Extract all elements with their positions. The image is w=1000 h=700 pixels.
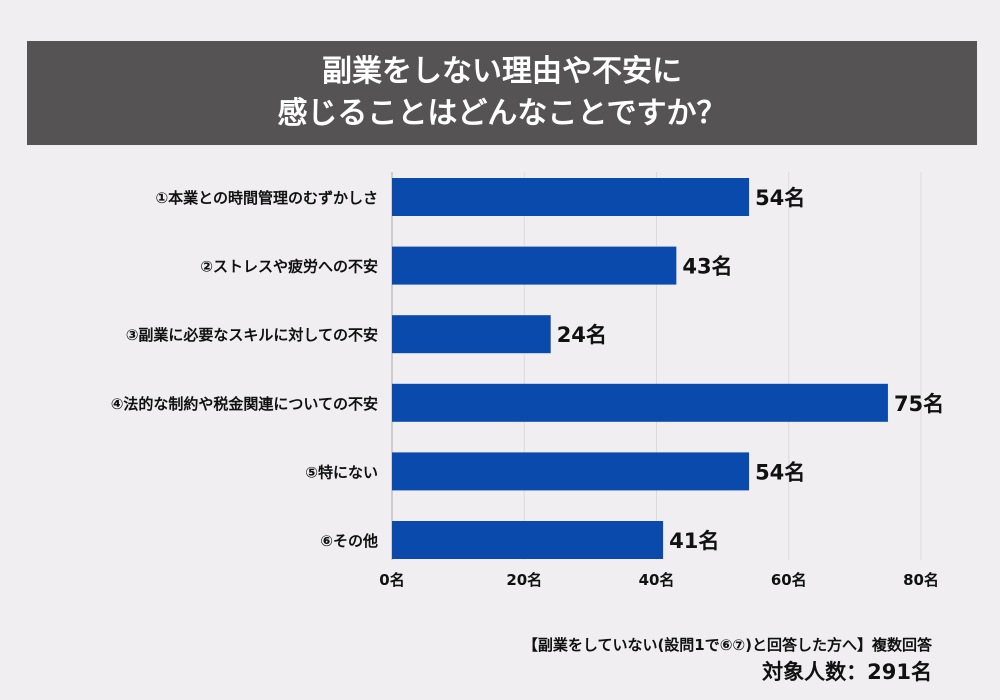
title-line-2: 感じることはどんなことですか？ (277, 96, 727, 131)
category-label: ②ストレスや疲労への不安 (200, 258, 378, 276)
category-label: ⑤特にない (305, 463, 378, 481)
x-tick-label: 80名 (903, 571, 939, 589)
bar (392, 315, 551, 354)
data-label: 75名 (894, 392, 944, 416)
data-label: 54名 (755, 186, 805, 210)
bar (392, 452, 750, 491)
category-label: ④法的な制約や税金関連についての不安 (111, 395, 378, 413)
category-label: ⑥その他 (320, 532, 378, 550)
chart-title: 副業をしない理由や不安に 感じることはどんなことですか？ (27, 41, 977, 145)
data-label: 43名 (682, 255, 732, 279)
category-label: ①本業との時間管理のむずかしさ (155, 189, 378, 207)
bar (392, 246, 677, 285)
x-tick-label: 0名 (379, 571, 404, 589)
data-label: 41名 (669, 529, 719, 553)
category-label: ③副業に必要なスキルに対しての不安 (126, 326, 378, 344)
bar (392, 521, 664, 559)
x-tick-label: 40名 (639, 571, 675, 589)
data-label: 54名 (755, 460, 805, 484)
respondent-total: 対象人数：291名 (762, 660, 932, 684)
x-tick-label: 20名 (506, 571, 542, 589)
x-tick-label: 60名 (771, 571, 807, 589)
footer-note: 【副業をしていない(設問1で⑥⑦)と回答した方へ】複数回答 (522, 636, 932, 654)
bar (392, 178, 750, 216)
data-label: 24名 (557, 323, 607, 347)
title-line-1: 副業をしない理由や不安に (322, 54, 682, 89)
bar (392, 383, 888, 422)
